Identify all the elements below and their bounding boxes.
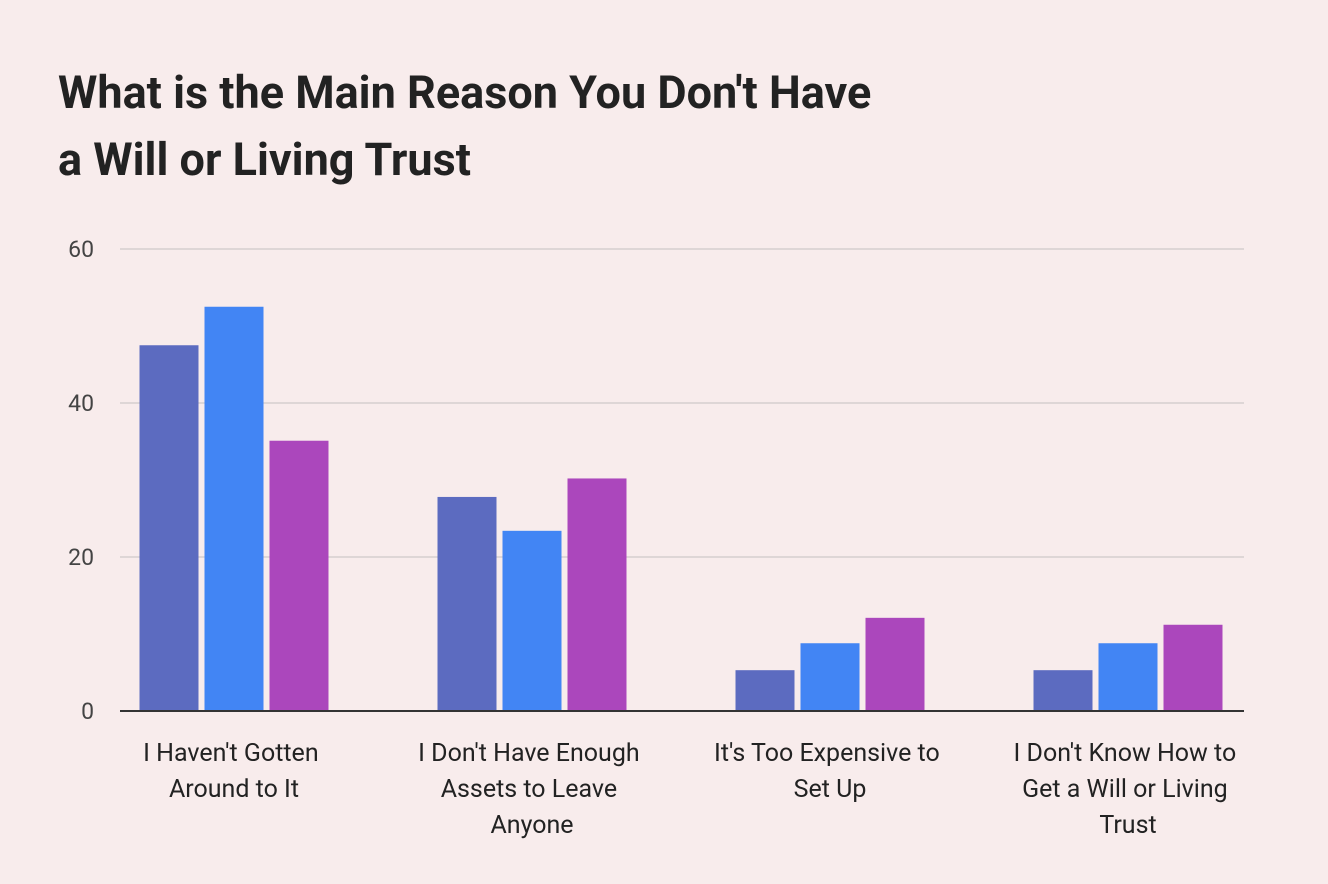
bar <box>437 496 497 711</box>
y-tick-label: 60 <box>68 236 94 263</box>
bar <box>139 345 199 711</box>
bar <box>800 643 860 711</box>
y-tick-label: 0 <box>81 698 94 725</box>
bar <box>269 440 329 711</box>
chart-title: What is the Main Reason You Don't Have a… <box>58 66 882 186</box>
bar <box>1033 670 1093 711</box>
x-tick-label: I Haven't Gotten Around to It <box>143 739 325 804</box>
bar <box>1163 624 1223 711</box>
x-tick-label: I Don't Know How to Get a Will or Living… <box>1014 739 1243 840</box>
bar <box>1098 643 1158 711</box>
bar <box>735 670 795 711</box>
y-tick-label: 40 <box>68 390 94 417</box>
bar <box>502 530 562 711</box>
bar <box>204 306 264 711</box>
bar <box>865 617 925 711</box>
x-tick-label: It's Too Expensive to Set Up <box>714 739 946 804</box>
bar <box>567 478 627 711</box>
y-tick-label: 20 <box>68 544 94 571</box>
x-tick-label: I Don't Have Enough Assets to Leave Anyo… <box>418 739 646 840</box>
